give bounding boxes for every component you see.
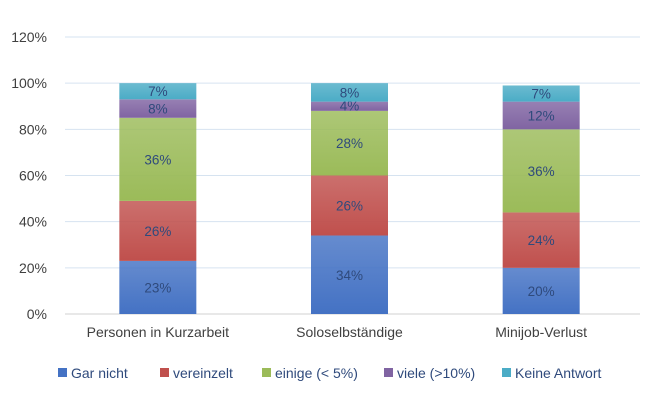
bar-segment xyxy=(311,83,388,102)
bar-segment xyxy=(502,101,580,130)
y-tick-label: 20% xyxy=(19,260,47,276)
bar-segment xyxy=(119,117,197,201)
bar-segment xyxy=(502,129,580,213)
x-tick-label: Minijob-Verlust xyxy=(495,324,587,340)
bar-segment xyxy=(119,83,197,100)
legend-swatch xyxy=(58,368,67,377)
data-label: 7% xyxy=(531,87,551,102)
data-label: 26% xyxy=(336,199,363,214)
bar-segment xyxy=(502,85,580,102)
data-label: 7% xyxy=(148,84,168,99)
y-tick-label: 100% xyxy=(11,75,47,91)
data-label: 23% xyxy=(144,280,171,295)
data-label: 20% xyxy=(528,284,555,299)
data-label: 34% xyxy=(336,268,363,283)
bar-segment xyxy=(311,235,388,314)
data-label: 24% xyxy=(528,233,555,248)
data-label: 8% xyxy=(340,85,360,100)
y-tick-label: 60% xyxy=(19,168,47,184)
legend-label: vereinzelt xyxy=(173,365,233,381)
bar-segment xyxy=(311,175,388,236)
data-label: 36% xyxy=(528,164,555,179)
legend-swatch xyxy=(502,368,511,377)
legend-label: Keine Antwort xyxy=(515,365,601,381)
legend-label: Gar nicht xyxy=(71,365,128,381)
bar-segment xyxy=(502,212,580,268)
bar-segment xyxy=(119,200,197,261)
legend-label: einige (< 5%) xyxy=(275,365,358,381)
data-label: 36% xyxy=(144,152,171,167)
y-tick-label: 40% xyxy=(19,214,47,230)
data-label: 4% xyxy=(340,98,360,113)
legend-swatch xyxy=(384,368,393,377)
x-tick-label: Personen in Kurzarbeit xyxy=(87,324,230,340)
legend-swatch xyxy=(160,368,169,377)
legend-label: viele (>10%) xyxy=(397,365,475,381)
data-label: 28% xyxy=(336,136,363,151)
data-label: 8% xyxy=(148,102,168,117)
bar-segment xyxy=(311,101,388,111)
bar-segment xyxy=(119,260,197,314)
legend-swatch xyxy=(262,368,271,377)
bar-segment xyxy=(119,99,197,118)
y-tick-label: 0% xyxy=(27,306,47,322)
bar-segment xyxy=(311,110,388,176)
data-label: 12% xyxy=(528,108,555,123)
x-tick-label: Soloselbständige xyxy=(296,324,403,340)
data-label: 26% xyxy=(144,224,171,239)
y-tick-label: 80% xyxy=(19,121,47,137)
bar-segment xyxy=(502,267,580,314)
y-tick-label: 120% xyxy=(11,29,47,45)
